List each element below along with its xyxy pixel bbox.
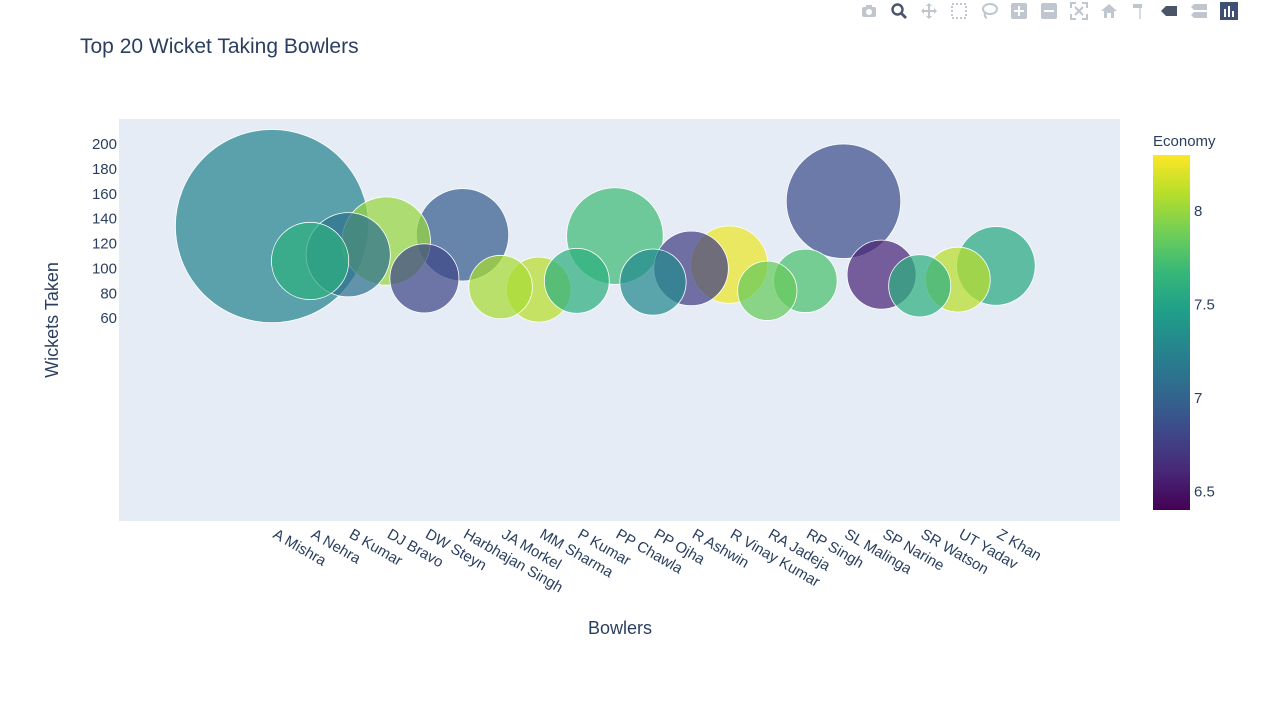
colorbar-tick-label: 6.5 [1194, 483, 1215, 500]
y-tick-label: 200 [92, 136, 117, 153]
box-select-icon [951, 3, 967, 19]
y-axis-ticks: 60 80 100 120 140 160 180 200 [92, 136, 117, 327]
zoom-in-icon [1011, 3, 1027, 19]
zoom-in-button[interactable] [1004, 0, 1034, 22]
y-tick-label: 80 [100, 285, 117, 302]
hover-closest-button[interactable] [1154, 0, 1184, 22]
bubbles[interactable] [174, 129, 1036, 324]
y-tick-label: 60 [100, 310, 117, 327]
zoom-out-button[interactable] [1034, 0, 1064, 22]
y-tick-label: 140 [92, 211, 117, 228]
lasso-select-button[interactable] [974, 0, 1004, 22]
bubble-point[interactable] [619, 248, 687, 316]
bubble-point[interactable] [785, 143, 902, 259]
y-tick-label: 100 [92, 260, 117, 277]
colorbar-tick-label: 7.5 [1194, 296, 1215, 313]
bubble-point[interactable] [888, 254, 952, 318]
colorbar-gradient [1153, 155, 1190, 510]
y-tick-label: 180 [92, 161, 117, 178]
spike-lines-button[interactable] [1124, 0, 1154, 22]
y-axis-title: Wickets Taken [42, 262, 62, 378]
x-axis-title: Bowlers [588, 618, 652, 638]
plotly-logo-button[interactable] [1214, 0, 1244, 22]
pan-icon [921, 3, 937, 19]
colorbar-tick-label: 8 [1194, 203, 1202, 220]
zoom-icon [891, 3, 907, 19]
bubble-point[interactable] [737, 260, 798, 321]
bubble-point[interactable] [271, 221, 350, 300]
bubble-point[interactable] [389, 243, 460, 314]
hover-compare-button[interactable] [1184, 0, 1214, 22]
colorbar-tick-label: 7 [1194, 390, 1202, 407]
autoscale-icon [1070, 2, 1088, 20]
hover-closest-icon [1161, 6, 1177, 16]
chart-title: Top 20 Wicket Taking Bowlers [80, 35, 359, 58]
colorbar-title: Economy [1153, 133, 1216, 150]
camera-icon [862, 5, 876, 17]
reset-axes-icon [1101, 4, 1117, 18]
colorbar: Economy 6.5 7 7.5 8 [1153, 133, 1216, 510]
pan-button[interactable] [914, 0, 944, 22]
lasso-select-icon [982, 3, 998, 19]
colorbar-ticks: 6.5 7 7.5 8 [1194, 203, 1215, 500]
autoscale-button[interactable] [1064, 0, 1094, 22]
y-tick-label: 120 [92, 236, 117, 253]
plotly-logo-icon [1220, 2, 1238, 20]
reset-axes-button[interactable] [1094, 0, 1124, 22]
y-tick-label: 160 [92, 186, 117, 203]
spike-lines-icon [1133, 4, 1142, 19]
camera-button[interactable] [854, 0, 884, 22]
zoom-out-icon [1041, 3, 1057, 19]
box-select-button[interactable] [944, 0, 974, 22]
zoom-button[interactable] [884, 0, 914, 22]
modebar [854, 0, 1244, 22]
hover-compare-icon [1191, 4, 1207, 18]
bubble-point[interactable] [543, 248, 610, 314]
bubble-point[interactable] [468, 254, 533, 320]
